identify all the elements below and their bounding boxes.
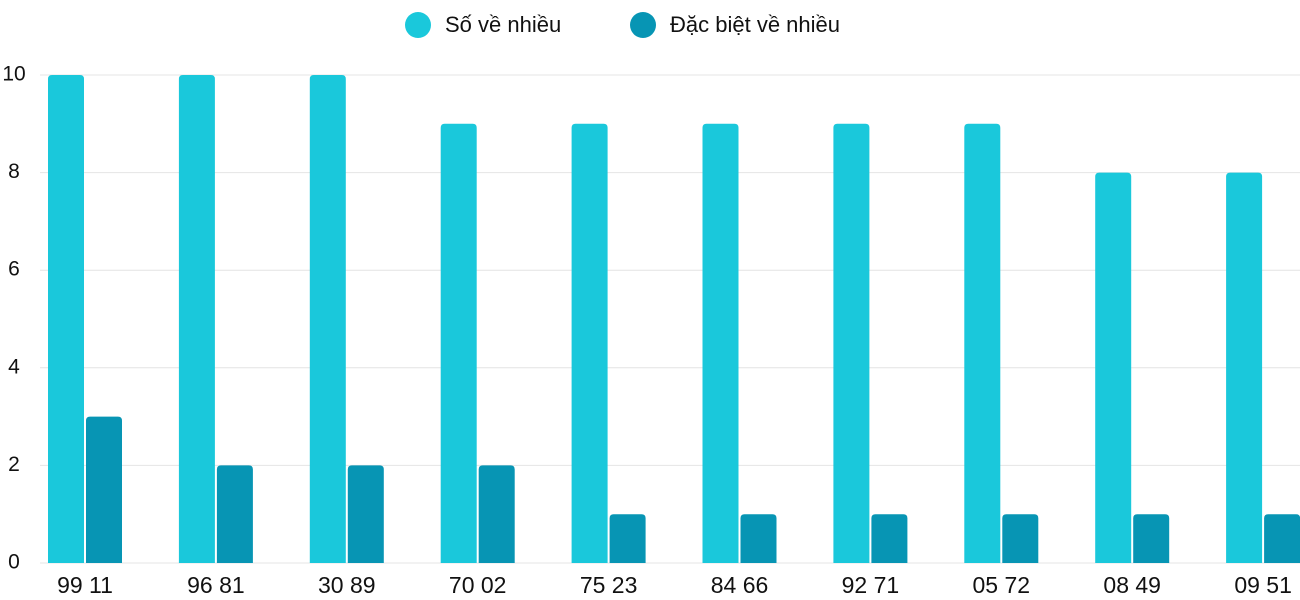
x-tick-label: 99 11 xyxy=(57,572,113,598)
y-tick-label: 2 xyxy=(8,453,20,476)
bar xyxy=(833,123,870,564)
x-tick-label: 84 66 xyxy=(711,572,769,598)
x-tick-label: 92 71 xyxy=(842,572,900,598)
bar xyxy=(740,514,777,563)
legend-marker xyxy=(405,12,431,38)
bar xyxy=(48,75,84,563)
bar xyxy=(871,514,908,563)
bar xyxy=(571,123,608,564)
x-tick-label: 70 02 xyxy=(449,572,507,598)
bar xyxy=(1133,514,1170,563)
legend-label: Đặc biệt về nhiều xyxy=(670,12,840,37)
bar xyxy=(1226,172,1263,563)
bar xyxy=(309,75,346,563)
bar xyxy=(478,465,515,563)
y-tick-label: 0 xyxy=(8,551,20,574)
y-tick-label: 6 xyxy=(8,258,20,281)
bar xyxy=(216,465,253,563)
x-tick-label: 75 23 xyxy=(580,572,638,598)
bar xyxy=(86,416,122,563)
bar xyxy=(1095,172,1132,563)
x-tick-label: 96 81 xyxy=(187,572,245,598)
bar xyxy=(609,514,646,563)
legend-label: Số về nhiều xyxy=(445,12,561,37)
bar xyxy=(702,123,739,564)
y-tick-label: 10 xyxy=(2,63,25,86)
x-tick-label: 08 49 xyxy=(1103,572,1161,598)
x-tick-label: 30 89 xyxy=(318,572,376,598)
legend-marker xyxy=(630,12,656,38)
bar xyxy=(1002,514,1039,563)
y-tick-label: 4 xyxy=(8,355,20,378)
y-tick-label: 8 xyxy=(8,160,20,183)
x-tick-label: 09 51 xyxy=(1234,572,1292,598)
bar xyxy=(964,123,1001,564)
bar xyxy=(178,75,215,563)
bar xyxy=(347,465,384,563)
bar xyxy=(440,123,477,564)
x-tick-label: 05 72 xyxy=(973,572,1031,598)
bar xyxy=(1264,514,1300,563)
